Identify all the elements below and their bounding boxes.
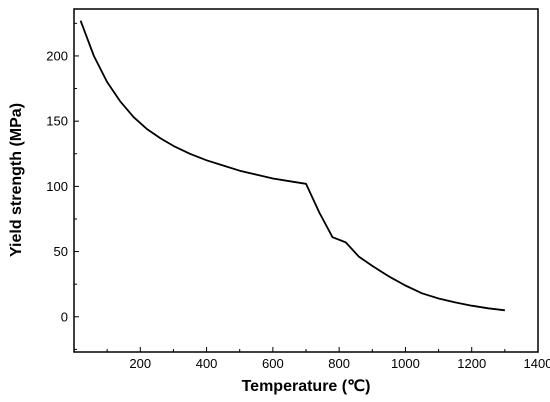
- x-tick-label: 600: [262, 356, 284, 371]
- x-tick-label: 400: [196, 356, 218, 371]
- y-axis-ticks: 0 50 100 150 200: [46, 22, 79, 350]
- y-tick-label: 0: [61, 309, 68, 324]
- x-tick-label: 200: [129, 356, 151, 371]
- plot-frame: [73, 8, 539, 353]
- y-tick-label: 200: [46, 48, 68, 63]
- x-tick-label: 1400: [524, 356, 550, 371]
- x-tick-label: 800: [328, 356, 350, 371]
- x-tick-label: 1200: [457, 356, 486, 371]
- y-tick-label: 100: [46, 179, 68, 194]
- series-line: [79, 20, 506, 312]
- x-tick-label: 1000: [391, 356, 420, 371]
- series-layer: [79, 20, 506, 312]
- y-tick-label: 50: [54, 244, 68, 259]
- x-axis-ticks: 200 400 600 800 1000 1200 1400: [106, 347, 550, 371]
- y-tick-label: 150: [46, 114, 68, 129]
- x-axis-title: Temperature (℃): [242, 378, 371, 395]
- y-axis-title: Yield strength (MPa): [8, 103, 25, 257]
